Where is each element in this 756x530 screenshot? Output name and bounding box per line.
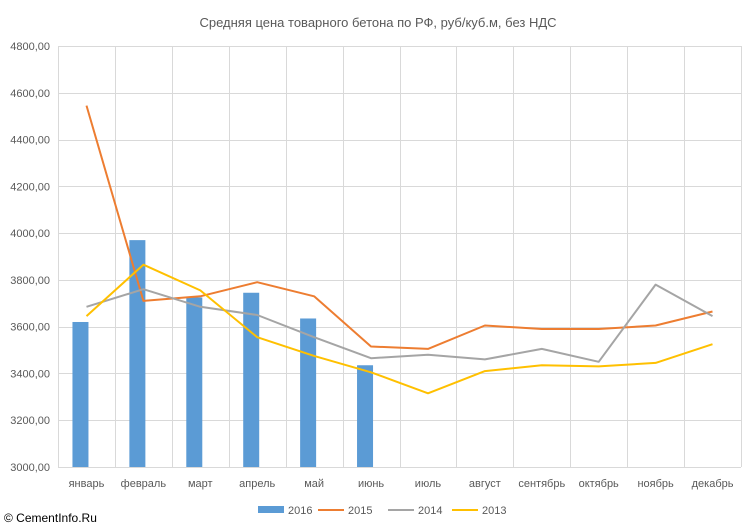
legend-label-2013: 2013: [482, 505, 506, 517]
legend-label-2016: 2016: [288, 505, 312, 517]
y-tick-label: 3400,00: [10, 368, 50, 380]
source-credit: © CementInfo.Ru: [4, 511, 97, 525]
y-tick-label: 4000,00: [10, 228, 50, 240]
x-tick-label: август: [469, 478, 501, 490]
x-tick-label: январь: [69, 478, 105, 490]
y-tick-label: 3800,00: [10, 275, 50, 287]
x-tick-label: май: [304, 478, 324, 490]
line-series-2014: [86, 283, 713, 363]
x-tick-label: июль: [415, 478, 442, 490]
line-series-2013: [85, 263, 713, 395]
y-tick-label: 4400,00: [10, 135, 50, 147]
x-tick-label: апрель: [239, 478, 275, 490]
legend-label-2015: 2015: [348, 505, 372, 517]
y-tick-label: 3600,00: [10, 322, 50, 334]
x-tick-label: октябрь: [579, 478, 619, 490]
y-tick-label: 4800,00: [10, 41, 50, 53]
x-tick-label: февраль: [121, 478, 167, 490]
bar-2016: [72, 321, 89, 467]
y-tick-label: 3200,00: [10, 415, 50, 427]
bar-2016: [300, 318, 317, 467]
x-tick-label: ноябрь: [637, 478, 674, 490]
line-series-2015: [85, 105, 713, 350]
bar-2016: [186, 297, 203, 467]
x-tick-label: сентябрь: [518, 478, 565, 490]
y-tick-label: 4200,00: [10, 181, 50, 193]
bar-2016: [243, 292, 260, 467]
y-tick-label: 4600,00: [10, 88, 50, 100]
bar-2016: [357, 365, 374, 467]
x-tick-label: июнь: [358, 478, 384, 490]
legend-label-2014: 2014: [418, 505, 442, 517]
legend-swatch-2016: [258, 506, 284, 513]
chart-title: Средняя цена товарного бетона по РФ, руб…: [199, 15, 556, 30]
x-tick-label: март: [188, 478, 213, 490]
x-tick-label: декабрь: [692, 478, 734, 490]
y-tick-label: 3000,00: [10, 462, 50, 474]
